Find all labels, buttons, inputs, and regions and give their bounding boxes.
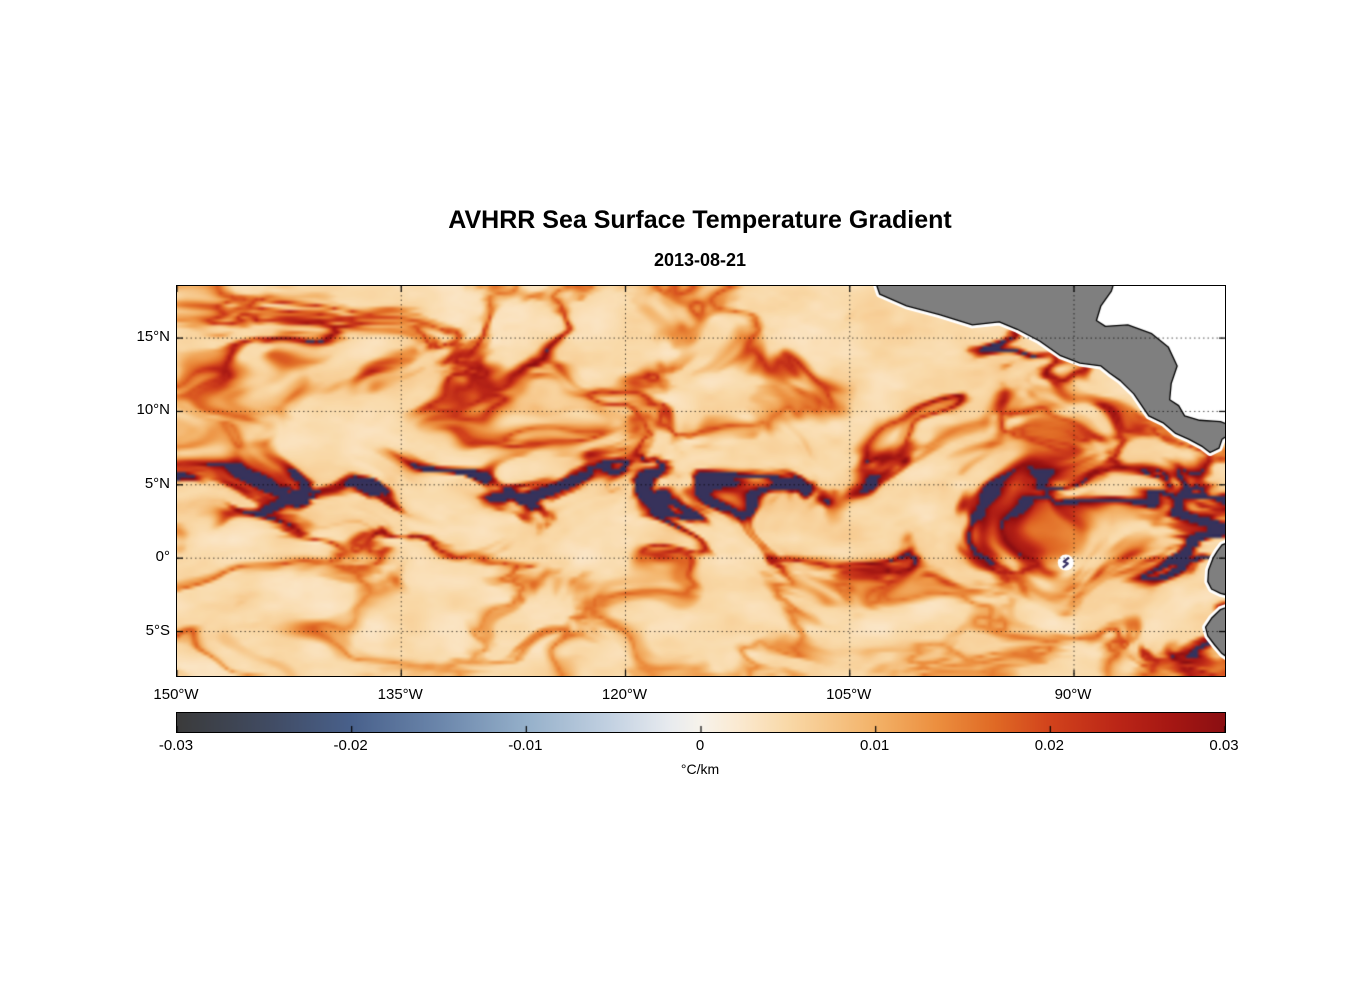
y-axis-tick-label: 5°S bbox=[145, 621, 170, 639]
x-axis-tick-label: 105°W bbox=[826, 686, 872, 703]
colorbar-tick-label: -0.01 bbox=[508, 737, 543, 754]
colorbar bbox=[176, 712, 1226, 733]
sst-gradient-heatmap bbox=[177, 286, 1225, 676]
y-axis-tick-label: 0° bbox=[155, 548, 170, 566]
x-axis-tick-label: 135°W bbox=[377, 686, 423, 703]
chart-date-subtitle: 2013-08-21 bbox=[653, 250, 747, 270]
colorbar-tick-label: 0.03 bbox=[1209, 737, 1239, 754]
colorbar-tick-label: 0 bbox=[695, 737, 705, 754]
chart-title: AVHRR Sea Surface Temperature Gradient bbox=[448, 206, 952, 234]
colorbar-tick-label: -0.02 bbox=[333, 737, 368, 754]
y-axis-tick-label: 15°N bbox=[136, 328, 170, 346]
colorbar-tick-label: 0.01 bbox=[860, 737, 890, 754]
x-axis-tick-label: 90°W bbox=[1054, 686, 1092, 703]
colorbar-tick-label: 0.02 bbox=[1034, 737, 1064, 754]
x-axis-tick-label: 120°W bbox=[601, 686, 648, 703]
colorbar-units-label: °C/km bbox=[680, 761, 720, 777]
map-plot-area bbox=[176, 285, 1226, 677]
y-axis-tick-label: 5°N bbox=[144, 474, 170, 492]
colorbar-tick-label: -0.03 bbox=[158, 737, 194, 754]
y-axis-tick-label: 10°N bbox=[136, 401, 170, 419]
x-axis-tick-label: 150°W bbox=[153, 686, 199, 703]
colorbar-gradient bbox=[177, 713, 1225, 732]
